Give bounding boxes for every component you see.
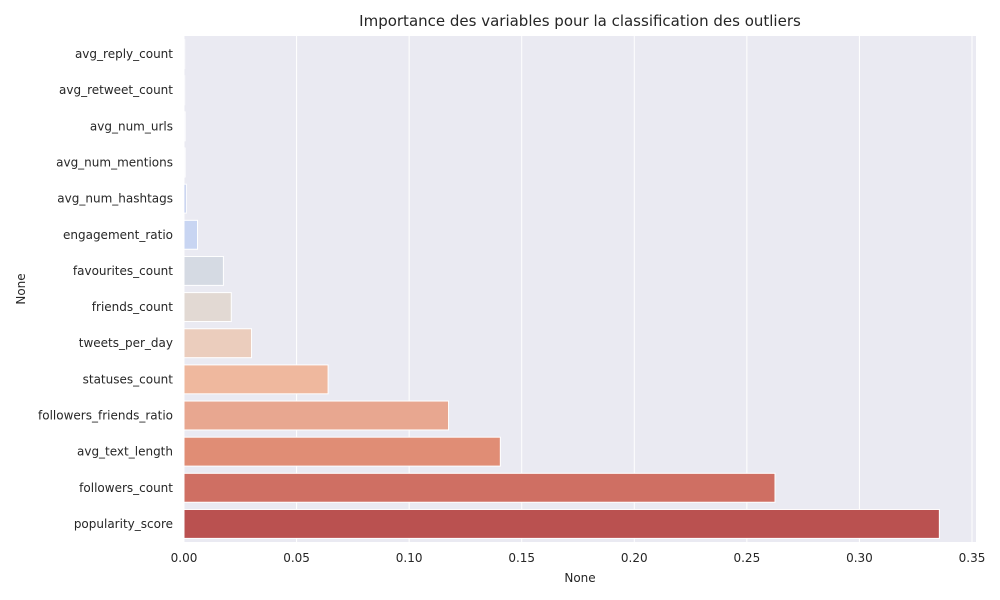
y-tick-label: followers_count [79, 481, 173, 495]
x-tick-label: 0.05 [283, 551, 310, 565]
bar-engagement-ratio [183, 219, 199, 250]
y-tick-label: friends_count [92, 300, 174, 314]
x-tick-label: 0.35 [959, 551, 986, 565]
y-tick-label: avg_text_length [77, 445, 173, 459]
bar-friends-count [183, 292, 232, 323]
bar-favourites-count [183, 255, 224, 286]
bar-tweets-per-day [183, 328, 253, 359]
bar-avg-reply-count [183, 39, 186, 70]
y-tick-label: popularity_score [74, 517, 173, 531]
y-tick-label: avg_reply_count [75, 47, 173, 61]
bar-avg-num-hashtags [183, 183, 187, 214]
chart-title: Importance des variables pour la classif… [359, 12, 801, 30]
y-tick-label: favourites_count [73, 264, 173, 278]
x-tick-label: 0.25 [733, 551, 760, 565]
y-tick-label: avg_num_hashtags [57, 192, 173, 206]
y-tick-label: followers_friends_ratio [38, 409, 173, 423]
x-axis-label: None [564, 571, 595, 585]
bar-followers-count [183, 472, 776, 503]
x-tick-label: 0.15 [508, 551, 535, 565]
bar-followers-friends-ratio [183, 400, 450, 431]
bar-avg-num-mentions [183, 147, 186, 178]
bars [183, 39, 940, 539]
bar-avg-num-urls [183, 111, 186, 142]
y-tick-label: tweets_per_day [79, 336, 173, 350]
y-tick-label: avg_retweet_count [59, 83, 173, 97]
x-tick-label: 0.10 [396, 551, 423, 565]
bar-statuses-count [183, 364, 329, 395]
x-tick-labels: 0.00 0.05 0.10 0.15 0.20 0.25 0.30 0.35 [171, 551, 986, 565]
y-axis-label: None [14, 273, 28, 304]
y-tick-label: statuses_count [83, 372, 174, 386]
x-tick-label: 0.00 [171, 551, 198, 565]
y-tick-label: engagement_ratio [63, 228, 173, 242]
y-tick-label: avg_num_urls [90, 119, 173, 133]
x-tick-label: 0.20 [621, 551, 648, 565]
y-tick-label: avg_num_mentions [56, 156, 173, 170]
bar-popularity-score [183, 508, 940, 539]
x-tick-label: 0.30 [846, 551, 873, 565]
bar-avg-text-length [183, 436, 501, 467]
y-tick-labels: avg_reply_count avg_retweet_count avg_num_… [38, 47, 173, 531]
bar-avg-retweet-count [183, 75, 186, 106]
